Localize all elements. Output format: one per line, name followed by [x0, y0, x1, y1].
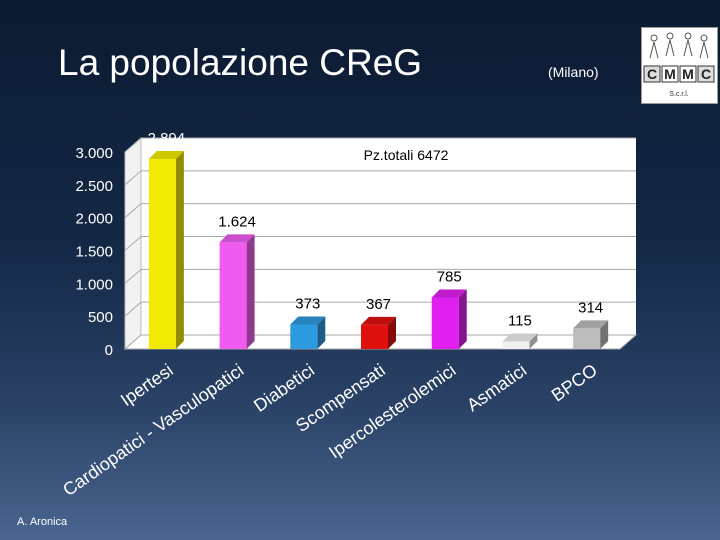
data-label: 115: [508, 312, 532, 329]
bar-side: [317, 316, 326, 349]
bar: [573, 320, 609, 349]
bar: [502, 333, 538, 349]
data-labels: 2.894 1.624 373 367 785 115 314: [148, 130, 604, 329]
chart-bars: [148, 150, 609, 349]
y-tick-label: 2.500: [75, 178, 113, 195]
logo-graphic: C M M C S.c.r.l.: [643, 32, 715, 98]
bar-front: [431, 297, 459, 349]
slide-subtitle: (Milano): [548, 64, 599, 80]
data-label: 785: [437, 268, 462, 285]
bar-side: [600, 320, 609, 349]
cmmc-logo: C M M C S.c.r.l.: [641, 27, 718, 104]
bar-front: [573, 328, 601, 349]
category-label: Ipercolesterolemici: [325, 360, 459, 462]
data-label: 373: [295, 296, 320, 313]
bar-side: [388, 316, 396, 349]
logo-letter-2: M: [664, 66, 676, 82]
logo-letter-1: C: [647, 66, 657, 82]
y-axis-ticks: 0 500 1.000 1.500 2.000 2.500 3.000: [75, 145, 113, 359]
y-tick-label: 500: [88, 309, 113, 326]
logo-caption: S.c.r.l.: [669, 91, 689, 98]
bar-front: [361, 324, 388, 349]
bar-side: [458, 289, 467, 349]
category-label: Ipertesi: [117, 360, 177, 410]
y-tick-label: 2.000: [75, 211, 113, 228]
bar-side: [246, 234, 255, 349]
bar: [290, 316, 326, 349]
bar-top: [290, 316, 326, 325]
author-credit: A. Aronica: [17, 516, 68, 528]
bar: [219, 234, 255, 349]
bar-side: [175, 150, 184, 349]
bar-front: [502, 341, 530, 349]
total-patients-annotation: Pz.totali 6472: [364, 147, 449, 163]
gridline-diag: [124, 236, 142, 251]
logo-letter-3: M: [682, 66, 694, 82]
y-tick-label: 1.000: [75, 276, 113, 293]
bar-front: [148, 158, 176, 349]
y-tick-label: 1.500: [75, 244, 113, 261]
y-tick-label: 0: [105, 342, 113, 359]
bar-top: [219, 234, 255, 243]
bar: [431, 289, 467, 349]
bar-top: [502, 333, 538, 342]
gridline-diag: [124, 301, 142, 317]
bar-front: [219, 242, 247, 349]
category-label: BPCO: [548, 360, 601, 406]
data-label: 2.894: [148, 130, 186, 147]
data-label: 314: [578, 299, 603, 316]
slide-title: La popolazione CReG: [58, 42, 423, 83]
bar-front: [290, 324, 318, 349]
bar-top: [431, 289, 467, 298]
bar-top: [573, 320, 609, 329]
bar-top: [361, 316, 396, 325]
data-label: 367: [366, 296, 391, 313]
bar-top: [148, 150, 184, 159]
data-label: 1.624: [218, 213, 256, 230]
logo-letter-4: C: [701, 66, 711, 82]
gridline-diag: [124, 170, 142, 186]
gridline-diag: [124, 268, 142, 284]
gridline-diag: [124, 137, 142, 153]
y-tick-label: 3.000: [75, 145, 113, 162]
bar-side: [529, 333, 538, 349]
bar: [361, 316, 396, 349]
category-label: Asmatici: [463, 360, 530, 415]
gridline-diag: [124, 203, 142, 219]
bar: [148, 150, 184, 349]
